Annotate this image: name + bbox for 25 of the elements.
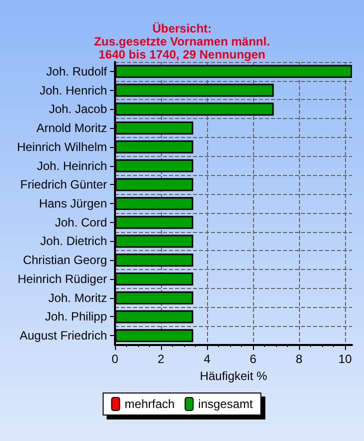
x-tick-label: 0 xyxy=(112,352,119,366)
x-axis-title: Häufigkeit % xyxy=(200,368,268,383)
y-tick-label: Joh. Dietrich xyxy=(40,234,107,248)
y-tick-label: Joh. Rudolf xyxy=(46,64,108,78)
y-tick-label: Friedrich Günter xyxy=(20,178,107,192)
x-tick-label: 8 xyxy=(296,352,303,366)
legend-label: mehrfach xyxy=(124,397,175,411)
y-tick-label: Christian Georg xyxy=(22,253,107,268)
chart-title: Übersicht: Zus.gesetzte Vornamen männl. 1640 bis 1740, 29 Nennungen xyxy=(94,22,270,62)
y-tick-label: Joh. Philipp xyxy=(44,310,108,324)
y-tick-label: Arnold Moritz xyxy=(36,121,107,136)
x-tick-label: 4 xyxy=(204,352,211,366)
y-tick-label: Heinrich Wilhelm xyxy=(16,140,107,154)
x-tick-label: 10 xyxy=(338,352,352,366)
x-tick-label: 6 xyxy=(250,352,257,366)
legend-label: insgesamt xyxy=(198,397,254,411)
y-tick-label: Hans Jürgen xyxy=(38,196,107,210)
y-tick-label: August Friedrich xyxy=(20,328,107,343)
y-tick-label: Heinrich Rüdiger xyxy=(18,272,107,286)
y-tick-label: Joh. Jacob xyxy=(48,102,108,116)
y-tick-label: Joh. Cord xyxy=(54,215,107,230)
x-tick-label: 2 xyxy=(158,352,165,366)
y-tick-label: Joh. Henrich xyxy=(40,83,107,98)
y-tick-label: Joh. Moritz xyxy=(48,290,107,305)
y-tick-label: Joh. Heinrich xyxy=(36,158,107,173)
